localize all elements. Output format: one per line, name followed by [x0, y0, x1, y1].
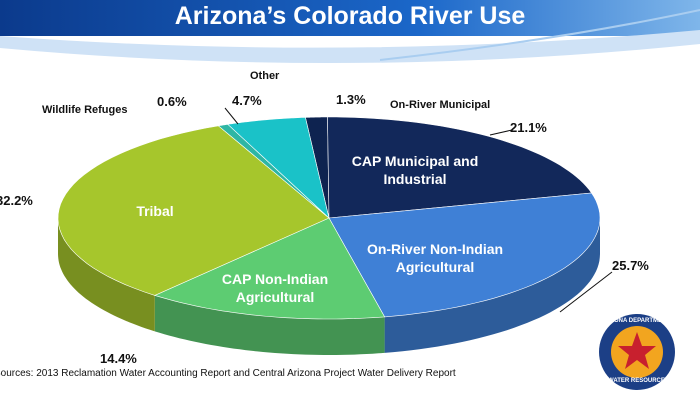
header-swoosh-line: [379, 9, 700, 61]
slice: [328, 192, 601, 318]
leader-line: [559, 271, 613, 313]
leader-line: [489, 129, 513, 136]
value-label: 14.4%: [100, 351, 137, 366]
pie: [57, 107, 613, 355]
logo: [599, 314, 675, 390]
header-swoosh: [0, 30, 700, 64]
slice-label: On-River Non-Indian Agricultural: [366, 241, 504, 275]
logo-top: ARIZONA DEPARTMENT: [600, 318, 670, 324]
leader-line: [224, 107, 239, 125]
category-label: Other: [250, 70, 280, 82]
slice-side: [58, 218, 155, 332]
value-label: 25.7%: [612, 258, 649, 273]
header-bar: [0, 0, 700, 36]
category-label: On-River Municipal: [390, 99, 491, 111]
value-label: 4.7%: [232, 93, 262, 108]
value-label: 0.6%: [157, 94, 187, 109]
value-label: 1.3%: [336, 92, 366, 107]
source-note: Sources: 2013 Reclamation Water Accounti…: [0, 368, 456, 379]
slice: [153, 217, 386, 320]
slice: [57, 125, 330, 296]
slice-label: CAP Municipal and Industrial: [351, 153, 479, 187]
slice: [227, 117, 330, 219]
value-label: 21.1%: [510, 120, 547, 135]
slice: [217, 124, 330, 219]
slice: [327, 116, 593, 219]
slice-side: [154, 295, 385, 355]
slice-side: [384, 218, 600, 353]
slice-label: CAP Non-Indian Agricultural: [221, 271, 329, 305]
slice-label: Tribal: [136, 203, 174, 219]
category-label: Wildlife Refuges: [42, 104, 128, 116]
chart-title: Arizona’s Colorado River Use: [174, 2, 526, 30]
value-label: 32.2%: [0, 193, 33, 208]
logo-bottom: WATER RESOURCES: [608, 378, 669, 384]
